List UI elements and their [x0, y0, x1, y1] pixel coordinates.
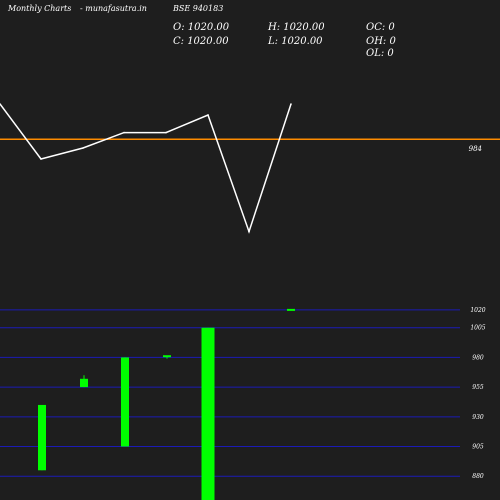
- price-line-series: [0, 103, 292, 234]
- candle-body: [80, 378, 88, 388]
- open-label: O: 1020.00: [173, 22, 230, 33]
- line-point: [82, 147, 84, 149]
- line-point: [40, 158, 42, 160]
- oc-label: OC: 0: [366, 22, 395, 33]
- symbol-label: BSE 940183: [172, 4, 223, 13]
- candle-body: [201, 327, 215, 500]
- y-tick-label: 980: [472, 354, 484, 361]
- line-panel: 984: [0, 103, 500, 234]
- candle-body: [163, 355, 171, 358]
- y-tick-label: 1005: [470, 325, 485, 332]
- site-left-label: Monthly Charts: [7, 4, 71, 13]
- y-tick-label: 930: [472, 414, 484, 421]
- oh-label: OH: 0: [366, 36, 396, 47]
- high-label: H: 1020.00: [267, 22, 325, 33]
- line-point: [248, 230, 250, 233]
- y-tick-label: 905: [472, 444, 484, 451]
- site-right-label: - munafasutra.in: [80, 4, 147, 13]
- candlestick-panel: 1020 1005 980 955 930 905 880: [0, 307, 486, 500]
- y-tick-label: 955: [472, 384, 484, 391]
- line-point: [123, 131, 125, 134]
- candle-body: [38, 404, 46, 471]
- line-point: [165, 131, 167, 134]
- ol-label: OL: 0: [366, 48, 394, 59]
- line-point: [290, 103, 292, 105]
- candle-body: [287, 308, 295, 311]
- line-point: [0, 103, 1, 105]
- y-tick-label: 1020: [470, 307, 485, 314]
- candle-body: [121, 357, 129, 447]
- line-point: [207, 114, 209, 116]
- low-label: L: 1020.00: [267, 36, 323, 47]
- y-tick-label: 880: [472, 473, 484, 480]
- reference-line-label: 984: [469, 145, 482, 153]
- close-label: C: 1020.00: [173, 36, 229, 47]
